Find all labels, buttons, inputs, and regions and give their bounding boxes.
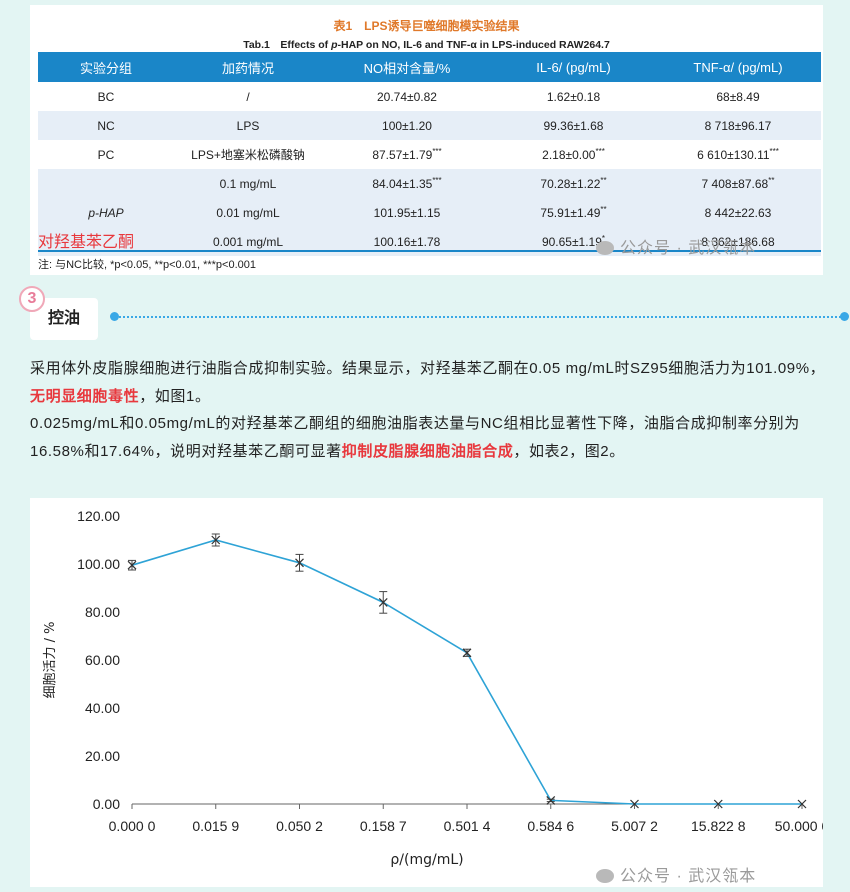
subtitle-prefix: Tab.1 Effects of [243, 39, 332, 51]
header-tnf: TNF-α/ (pg/mL) [655, 52, 821, 82]
x-axis-title: ρ/(mg/mL) [390, 852, 463, 868]
y-tick-label: 0.00 [93, 796, 120, 812]
cell-il6: 70.28±1.22** [492, 169, 655, 198]
cell-dose: 0.01 mg/mL [174, 198, 322, 227]
y-tick-label: 120.00 [77, 508, 120, 524]
data-point [295, 558, 304, 568]
watermark-text: 公众号 · 武汉瓴本 [620, 240, 757, 257]
y-tick-label: 100.00 [77, 556, 120, 572]
cell-dose: 0.1 mg/mL [174, 169, 322, 198]
y-axis-title: 细胞活力 / % [43, 622, 58, 699]
cell-dose: / [174, 82, 322, 111]
table-row: PC LPS+地塞米松磷酸钠 87.57±1.79*** 2.18±0.00**… [38, 140, 821, 169]
y-tick-label: 80.00 [85, 604, 120, 620]
table-title: 表1 LPS诱导巨噬细胞模实验结果 [333, 19, 520, 33]
x-tick-label: 50.000 0 [775, 818, 823, 834]
table-row: 0.1 mg/mL 84.04±1.35*** 70.28±1.22** 7 4… [38, 169, 821, 198]
cell-il6: 2.18±0.00*** [492, 140, 655, 169]
subtitle-suffix: -HAP on NO, IL-6 and TNF-α in LPS-induce… [337, 39, 610, 51]
x-tick-label: 5.007 2 [611, 818, 658, 834]
table-bottom-rule [38, 250, 821, 252]
data-point [211, 535, 221, 545]
highlight-text: 无明显细胞毒性 [30, 387, 140, 405]
divider-dot-left [110, 312, 119, 321]
data-point [462, 648, 472, 658]
x-tick-label: 0.015 9 [192, 818, 239, 834]
table-note: 注: 与NC比较, *p<0.05, **p<0.01, ***p<0.001 [38, 259, 256, 271]
watermark: 公众号 · 武汉瓴本 [596, 862, 756, 886]
subtitle-italic: p [331, 39, 338, 51]
x-tick-label: 0.158 7 [360, 818, 407, 834]
cell-group: PC [38, 140, 174, 169]
cell-il6: 99.36±1.68 [492, 111, 655, 140]
cell-no: 84.04±1.35*** [322, 169, 492, 198]
data-point [797, 799, 807, 809]
data-point [546, 795, 556, 805]
header-no: NO相对含量/% [322, 52, 492, 82]
x-tick-label: 15.822 8 [691, 818, 746, 834]
table-row: NC LPS 100±1.20 99.36±1.68 8 718±96.17 [38, 111, 821, 140]
cell-group: BC [38, 82, 174, 111]
data-point [713, 799, 723, 809]
cell-no: 101.95±1.15 [322, 198, 492, 227]
x-tick-label: 0.000 0 [109, 818, 156, 834]
divider-dot-right [840, 312, 849, 321]
wechat-icon [596, 241, 614, 255]
y-tick-label: 20.00 [85, 748, 120, 764]
table-header-row: 实验分组 加药情况 NO相对含量/% IL-6/ (pg/mL) TNF-α/ … [38, 52, 821, 82]
x-tick-label: 0.501 4 [444, 818, 491, 834]
cell-dose: LPS [174, 111, 322, 140]
data-point [127, 560, 137, 570]
header-il6: IL-6/ (pg/mL) [492, 52, 655, 82]
paragraph-line-1: 采用体外皮脂腺细胞进行油脂合成抑制实验。结果显示，对羟基苯乙酮在0.05 mg/… [30, 360, 826, 405]
viability-chart: 0.00 20.00 40.00 60.00 80.00 100.00 120.00 0.00… [43, 508, 829, 868]
cell-group [38, 169, 174, 198]
cell-tnf: 7 408±87.68** [655, 169, 821, 198]
cell-tnf: 6 610±130.11*** [655, 140, 821, 169]
paragraph-line-2: 0.025mg/mL和0.05mg/mL的对羟基苯乙酮组的细胞油脂表达量与NC组… [30, 415, 800, 460]
body-paragraph: 采用体外皮脂腺细胞进行油脂合成抑制实验。结果显示，对羟基苯乙酮在0.05 mg/… [30, 355, 830, 465]
data-point [630, 799, 639, 809]
header-group: 实验分组 [38, 52, 174, 82]
red-annotation-label: 对羟基苯乙酮 [38, 234, 135, 251]
cell-no: 20.74±0.82 [322, 82, 492, 111]
table-row: BC / 20.74±0.82 1.62±0.18 68±8.49 [38, 82, 821, 111]
series-line [131, 539, 802, 805]
cell-group: p-HAP [38, 198, 174, 227]
watermark: 公众号 · 武汉瓴本 [596, 234, 756, 258]
cell-il6: 1.62±0.18 [492, 82, 655, 111]
cell-tnf: 8 718±96.17 [655, 111, 821, 140]
cell-no: 100±1.20 [322, 111, 492, 140]
cell-tnf: 8 442±22.63 [655, 198, 821, 227]
chart-panel: 0.00 20.00 40.00 60.00 80.00 100.00 120.00 0.00… [30, 498, 829, 887]
section-number-badge: 3 [19, 286, 45, 312]
cell-dose: LPS+地塞米松磷酸钠 [174, 140, 322, 169]
results-table: 实验分组 加药情况 NO相对含量/% IL-6/ (pg/mL) TNF-α/ … [38, 52, 821, 256]
watermark-text: 公众号 · 武汉瓴本 [620, 868, 757, 885]
cell-il6: 75.91±1.49** [492, 198, 655, 227]
cell-group: NC [38, 111, 174, 140]
cell-no: 87.57±1.79*** [322, 140, 492, 169]
table-panel: 表1 LPS诱导巨噬细胞模实验结果 Tab.1 Effects of p-HAP… [30, 5, 823, 275]
section-divider [114, 316, 845, 318]
table-row: p-HAP 0.01 mg/mL 101.95±1.15 75.91±1.49*… [38, 198, 821, 227]
y-tick-label: 60.00 [85, 652, 120, 668]
header-dose: 加药情况 [174, 52, 322, 82]
highlight-text: 抑制皮脂腺细胞油脂合成 [341, 442, 514, 460]
table-subtitle: Tab.1 Effects of p-HAP on NO, IL-6 and T… [30, 37, 823, 52]
wechat-icon [596, 869, 614, 883]
x-tick-label: 0.050 2 [276, 818, 323, 834]
y-tick-label: 40.00 [85, 700, 120, 716]
data-point [378, 597, 388, 607]
x-tick-label: 0.584 6 [527, 818, 574, 834]
cell-tnf: 68±8.49 [655, 82, 821, 111]
